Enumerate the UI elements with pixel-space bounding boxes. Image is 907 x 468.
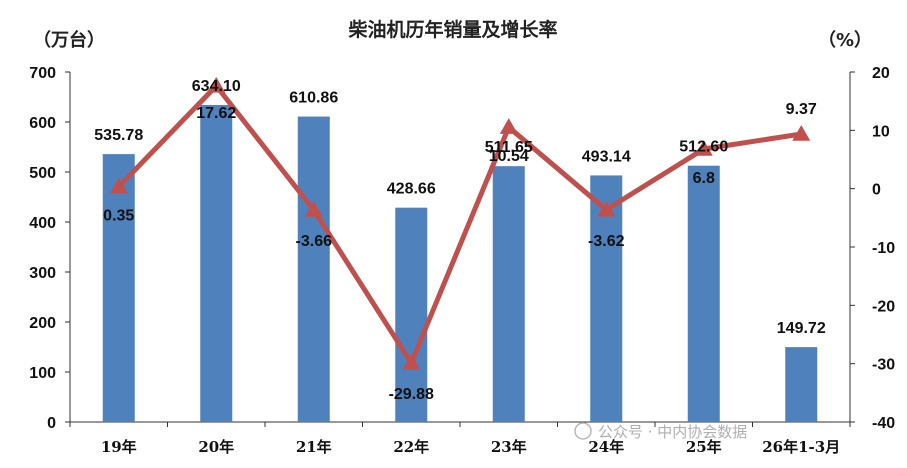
bar-value-label: 634.10: [192, 78, 241, 95]
right-tick-label: 10: [872, 123, 890, 140]
line-value-label: 9.37: [786, 101, 817, 118]
x-tick-label: 19年: [101, 438, 137, 456]
right-tick-label: -20: [872, 298, 895, 315]
bar: [395, 207, 428, 422]
axes: 0 100 200 300 400 500 600 700 -40 -30 -20 -10 0 10 20 1…: [29, 65, 895, 456]
line-value-label: 0.35: [103, 208, 134, 225]
bar: [297, 116, 330, 422]
line-value-label: 10.54: [489, 148, 529, 165]
line-value-label: -3.62: [588, 233, 625, 250]
left-tick-label: 300: [29, 265, 56, 282]
right-axis-unit: （%）: [818, 30, 872, 51]
bar: [492, 166, 525, 422]
bar: [102, 154, 135, 423]
bar-value-label: 493.14: [582, 148, 631, 165]
bar-value-label: 512.60: [679, 139, 728, 156]
bar-value-label: 149.72: [777, 320, 826, 337]
line-point: [792, 125, 811, 141]
line-point: [499, 118, 518, 134]
left-tick-label: 600: [29, 115, 56, 132]
right-tick-label: -30: [872, 357, 895, 374]
left-tick-label: 400: [29, 215, 56, 232]
bars-group: [102, 104, 818, 423]
line-point: [207, 76, 226, 93]
watermark: 公众号 · 中内协会数据: [574, 422, 747, 441]
x-tick-label: 23年: [491, 438, 527, 456]
left-tick-label: 100: [29, 365, 56, 382]
bar-value-label: 428.66: [387, 181, 436, 198]
left-tick-label: 0: [47, 415, 56, 432]
line-point: [597, 200, 616, 217]
line-value-label: -3.66: [296, 233, 333, 250]
x-tick-label: 22年: [393, 438, 429, 456]
right-tick-label: 0: [872, 182, 881, 199]
line-point: [694, 140, 713, 156]
bar-value-label: 610.86: [289, 90, 338, 107]
right-tick-label: -40: [872, 415, 895, 432]
bar: [785, 347, 818, 422]
x-tick-label: 25年: [686, 438, 722, 456]
line-value-label: 6.8: [693, 170, 715, 187]
x-tick-label: 20年: [198, 438, 234, 456]
left-tick-label: 700: [29, 65, 56, 82]
chart-title: 柴油机历年销量及增长率: [347, 18, 557, 41]
bar-value-label: 535.78: [94, 127, 143, 144]
left-tick-label: 500: [29, 165, 56, 182]
left-tick-label: 200: [29, 315, 56, 332]
right-tick-label: -10: [872, 240, 895, 257]
left-axis-unit: （万台）: [33, 29, 105, 51]
bar: [687, 165, 720, 422]
line-group: [109, 76, 811, 370]
watermark-text: 公众号 · 中内协会数据: [598, 423, 747, 441]
bar: [200, 104, 233, 422]
labels-group: 535.78 634.10 610.86 428.66 511.65 493.14 512.…: [94, 78, 826, 403]
bar-value-label: 511.65: [485, 139, 533, 156]
right-tick-label: 20: [872, 65, 890, 82]
growth-line: [116, 83, 802, 366]
line-value-label: 17.62: [196, 105, 236, 122]
wechat-icon: [574, 422, 592, 440]
line-point: [304, 201, 323, 217]
line-point: [109, 177, 128, 194]
line-value-label: -29.88: [389, 386, 434, 403]
x-tick-label: 21年: [296, 438, 332, 456]
line-point: [402, 353, 421, 370]
x-tick-label: 26年1-3月: [762, 438, 840, 456]
x-tick-label: 24年: [588, 438, 624, 456]
